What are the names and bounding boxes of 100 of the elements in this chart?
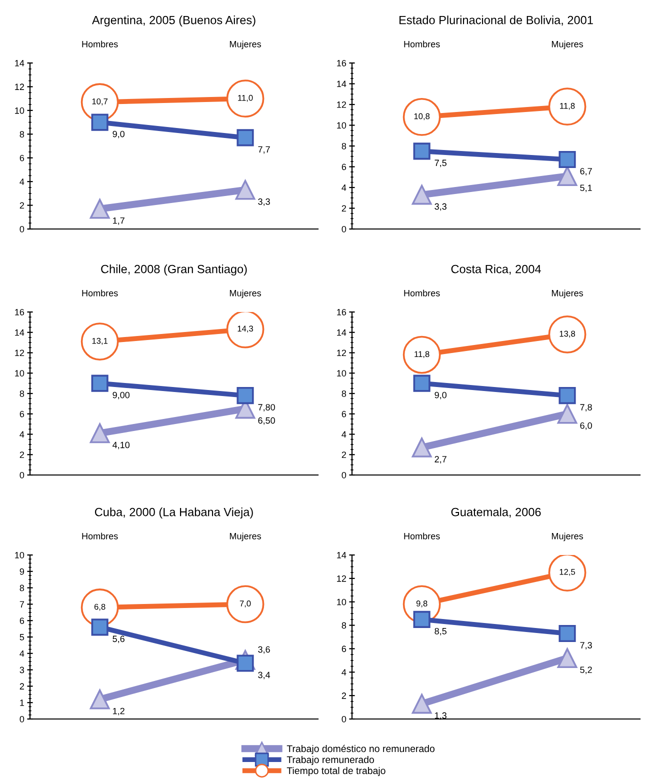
data-label: 6,50 [258,417,275,425]
data-label: 11,0 [238,94,253,102]
y-tick-label: 0 [342,226,346,232]
y-tick-label: 12 [15,84,24,90]
data-label: 5,1 [580,184,592,192]
y-tick-label: 14 [337,80,346,88]
x-tick-label: Hombres [82,290,118,296]
x-tick-label: Mujeres [552,40,583,50]
y-tick-label: 6 [20,410,24,418]
point [413,142,430,160]
y-tick-label: 16 [15,308,24,316]
point [80,322,119,361]
y-tick-label: 8 [20,131,24,138]
y-tick-label: 2 [20,202,24,209]
legend-label: Tiempo total de trabajo [286,766,386,776]
chart-title: Argentina, 2005 (Buenos Aires) [92,16,256,27]
data-label: 1,7 [113,217,124,225]
x-tick-label: Mujeres [230,532,261,542]
data-label: 7,8 [580,404,592,412]
point [226,312,264,348]
data-label: 7,80 [258,404,275,412]
y-tick-label: 2 [342,692,346,699]
y-tick-label: 5 [20,634,24,640]
y-tick-label: 10 [15,552,24,558]
y-tick-label: 10 [337,370,346,376]
data-label: 9,0 [434,392,447,400]
chart-title: Estado Plurinacional de Bolivia, 2001 [400,16,593,26]
y-tick-label: 9 [20,568,24,575]
y-tick-label: 14 [337,329,346,336]
y-tick-label: 8 [342,390,346,397]
data-label: 5,2 [580,666,592,674]
y-tick-label: 4 [20,178,24,185]
data-label: 4,10 [112,442,130,450]
y-tick-label: 3 [20,666,24,674]
point [412,184,432,205]
data-label: 6,8 [94,604,106,611]
point [412,438,432,458]
y-tick-label: 8 [20,390,24,397]
data-label: 7,0 [240,600,251,608]
data-label: 1,2 [113,708,124,716]
y-tick-label: 14 [15,329,24,336]
y-tick-label: 10 [15,107,24,114]
y-tick-label: 6 [20,618,24,624]
y-tick-label: 0 [20,226,24,232]
data-label: 3,3 [258,198,270,206]
y-tick-label: 0 [342,472,346,478]
x-tick-label: Mujeres [552,532,583,542]
point [90,198,110,219]
point [413,374,430,392]
x-tick-label: Hombres [82,40,118,48]
point [236,129,254,146]
y-tick-label: 14 [15,60,24,66]
chart-title: Chile, 2008 (Gran Santiago) [101,264,247,276]
data-label: 7,3 [580,642,592,650]
y-tick-label: 7 [20,601,24,608]
y-tick-label: 4 [20,650,24,657]
y-tick-label: 8 [20,584,24,592]
point [557,404,578,424]
point [226,80,264,118]
chart-title: Costa Rica, 2004 [451,264,541,275]
data-label: 8,5 [434,628,446,636]
point [91,114,108,131]
point [558,386,576,404]
y-tick-label: 8 [342,142,346,150]
y-tick-label: 12 [337,101,346,108]
y-tick-label: 2 [342,452,346,458]
data-label: 11,8 [560,102,575,110]
point [91,374,108,392]
data-label: 7,5 [434,160,446,168]
y-tick-label: 2 [20,452,24,458]
point [557,648,578,668]
data-label: 7,7 [258,146,270,154]
x-tick-label: Mujeres [552,290,583,298]
y-tick-label: 10 [337,598,346,606]
data-label: 14,3 [238,326,254,333]
x-tick-label: Mujeres [230,40,261,50]
point [548,555,586,592]
point [402,98,441,136]
y-tick-label: 4 [342,184,346,191]
point [412,694,432,714]
y-tick-label: 8 [342,622,346,629]
y-tick-label: 10 [337,122,346,129]
data-label: 10,8 [414,113,430,120]
data-label: 9,8 [416,600,428,608]
point [548,315,586,354]
y-tick-label: 14 [337,552,346,558]
point [91,618,108,636]
data-label: 6,7 [580,168,592,176]
y-tick-label: 6 [20,154,24,162]
data-label: 13,8 [560,330,576,338]
data-label: 10,7 [92,98,108,106]
point [402,336,441,374]
data-label: 9,00 [112,392,130,400]
point [557,166,578,186]
y-tick-label: 10 [15,370,24,376]
y-tick-label: 6 [342,646,346,652]
data-label: 11,8 [414,351,430,358]
y-tick-label: 4 [342,669,346,676]
y-tick-label: 4 [20,431,24,438]
point [548,88,586,126]
